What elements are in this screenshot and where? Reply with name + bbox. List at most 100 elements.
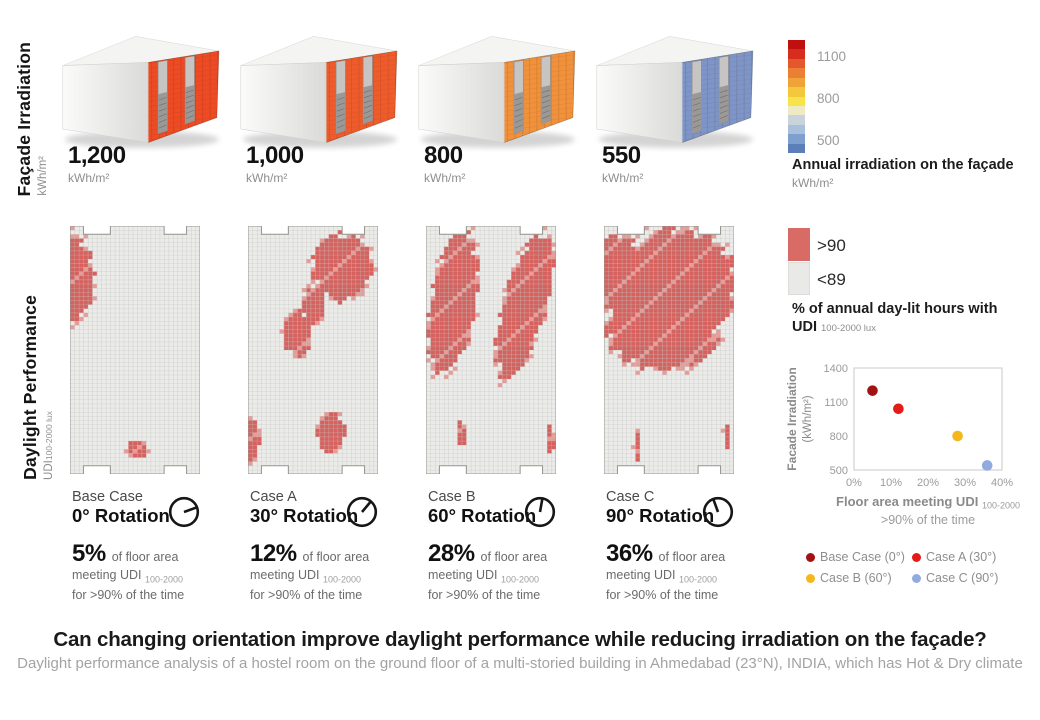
y-tick-label: 800 — [830, 431, 848, 443]
facade-section-title: Façade Irradiation — [14, 41, 34, 196]
irradiation-legend-unit: kWh/m² — [792, 176, 834, 190]
x-tick-label: 40% — [991, 477, 1013, 489]
daylight-plan-heatmap — [425, 225, 557, 475]
colorbar-tick-1100: 1100 — [817, 49, 847, 64]
irradiation-legend-caption: Annual irradiation on the façade — [792, 157, 1014, 173]
x-axis-label-line2: >90% of the time — [881, 513, 975, 527]
case-label: Case B 60° Rotation — [428, 489, 537, 526]
colorbar-segment — [788, 143, 805, 154]
clock-hand — [183, 505, 199, 514]
clock-svg — [702, 496, 734, 528]
facade-value-number: 1,000 — [246, 142, 304, 169]
meeting-udi-line: meeting UDI 100-2000 — [428, 568, 540, 585]
legend-dot-icon — [806, 573, 815, 583]
daylight-section-udi: UDI100-2000 lux — [43, 411, 55, 480]
floor-area-pct: 5% — [72, 540, 106, 567]
colorbar-segment — [788, 49, 805, 59]
legend-item: Case A (30°) — [912, 550, 1038, 564]
facade-value-unit: kWh/m² — [424, 171, 466, 185]
building-svg — [596, 36, 754, 148]
time-line: for >90% of the time — [606, 588, 719, 602]
floor-area-stat: 5% of floor area meeting UDI 100-2000 for… — [72, 540, 237, 604]
colorbar-segment — [788, 77, 805, 88]
clock-svg — [524, 496, 556, 528]
case-rotation: 0° Rotation — [72, 505, 170, 526]
poster-title: Can changing orientation improve dayligh… — [53, 628, 987, 651]
building-3d — [236, 26, 408, 153]
facade-section-unit: kWh/m² — [37, 156, 49, 196]
floor-area-stat: 36% of floor area meeting UDI 100-2000 fo… — [606, 540, 771, 604]
legend-label: Case B (60°) — [820, 571, 892, 585]
clock-hand — [711, 497, 720, 513]
facade-value-number: 550 — [602, 142, 641, 169]
legend-item: Base Case (0°) — [806, 550, 912, 564]
colorbar-segment — [788, 105, 805, 116]
rotation-clock-icon — [699, 493, 737, 531]
colorbar-segment — [788, 58, 805, 69]
building-3d — [414, 26, 586, 153]
x-tick-label: 20% — [917, 477, 939, 489]
floor-area-suffix: of floor area — [658, 550, 726, 564]
legend-dot-icon — [912, 573, 921, 583]
legend-dot-icon — [912, 552, 921, 562]
floor-area-pct: 36% — [606, 540, 653, 567]
udi-legend-label-high: >90 — [817, 236, 846, 255]
scatter-point — [981, 460, 993, 471]
case-column-b: 800 kWh/m² Case B 60° Rotation 28% of flo… — [414, 0, 592, 625]
legend-item: Case B (60°) — [806, 571, 912, 585]
irradiation-colorbar — [788, 40, 805, 154]
x-axis-label: Floor area meeting UDI 100-2000 — [836, 494, 1020, 511]
case-name: Base Case — [72, 489, 143, 505]
colorbar-segment — [788, 40, 805, 50]
building-svg — [62, 36, 220, 148]
meeting-udi-line: meeting UDI 100-2000 — [72, 568, 184, 585]
x-tick-label: 0% — [846, 477, 862, 489]
y-axis-label: Facade Irradiation — [786, 367, 799, 470]
facade-value: 800 kWh/m² — [424, 142, 465, 185]
colorbar-tick-500: 500 — [817, 133, 840, 148]
plan-svg — [247, 225, 379, 475]
building-3d — [592, 26, 764, 153]
building-svg — [418, 36, 576, 148]
colorbar-segment — [788, 68, 805, 78]
daylight-section-title: Daylight Performance — [20, 295, 40, 480]
rotation-clock-icon — [165, 493, 203, 531]
case-label: Case A 30° Rotation — [250, 489, 358, 525]
case-label: Case C 90° Rotation — [606, 489, 715, 526]
case-name: Case C — [606, 489, 655, 505]
case-name: Case A — [250, 489, 297, 505]
clock-hand — [361, 500, 373, 513]
time-line: for >90% of the time — [72, 588, 185, 602]
colorbar-segment — [788, 124, 805, 135]
clock-svg — [168, 496, 200, 528]
building-3d — [58, 26, 230, 153]
scatter-plot: 1400 1100 800 500 0% 10% 20% 30% 40% Facade Irrad… — [785, 360, 1040, 538]
x-tick-label: 10% — [880, 477, 902, 489]
colorbar-segment — [788, 87, 805, 97]
facade-value-unit: kWh/m² — [246, 171, 288, 185]
udi-legend-swatch-low — [788, 262, 810, 295]
y-tick-label: 1400 — [824, 363, 848, 375]
scatter-point — [893, 403, 904, 415]
y-tick-label: 500 — [830, 465, 848, 477]
floor-area-stat: 28% of floor area meeting UDI 100-2000 fo… — [428, 540, 593, 604]
case-rotation: 60° Rotation — [428, 505, 537, 526]
plan-svg — [69, 225, 201, 475]
case-column-c: 550 kWh/m² Case C 90° Rotation 36% of flo… — [592, 0, 770, 625]
daylight-plan-heatmap — [603, 225, 735, 475]
rotation-clock-icon — [343, 493, 381, 531]
colorbar-segment — [788, 134, 805, 144]
scatter-legend: Base Case (0°) Case A (30°) Case B (60°) Ca… — [806, 550, 1038, 585]
meeting-udi-line: meeting UDI 100-2000 — [606, 568, 718, 585]
udi-legend-swatch-high — [788, 228, 810, 261]
facade-value-number: 800 — [424, 142, 463, 169]
y-tick-label: 1100 — [824, 397, 848, 409]
scatter-point — [952, 430, 963, 442]
facade-value-unit: kWh/m² — [68, 171, 110, 185]
case-rotation: 90° Rotation — [606, 505, 715, 526]
floor-area-stat: 12% of floor area meeting UDI 100-2000 fo… — [250, 540, 415, 604]
facade-value: 550 kWh/m² — [602, 142, 643, 185]
colorbar-tick-800: 800 — [817, 91, 840, 106]
scatter-point — [867, 385, 878, 396]
